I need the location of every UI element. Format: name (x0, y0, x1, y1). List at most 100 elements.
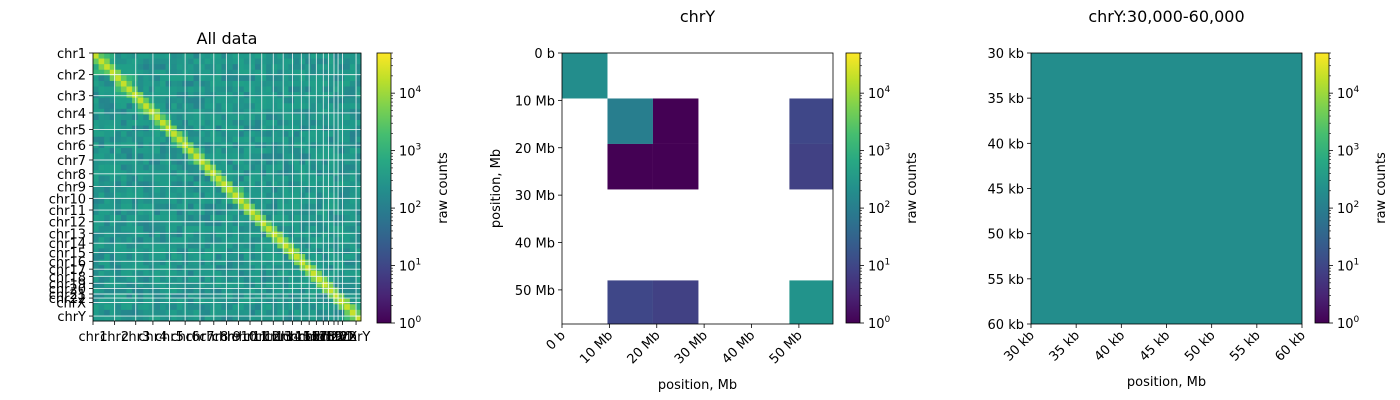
heatmap-cell (93, 53, 99, 59)
heatmap-cell (199, 287, 206, 294)
heatmap-cell (344, 97, 351, 104)
heatmap-cell (277, 170, 284, 177)
heatmap-cell (282, 170, 289, 177)
heatmap-cell (126, 181, 133, 188)
x-tick-label: 10 Mb (577, 328, 616, 367)
heatmap-cell (98, 287, 105, 294)
heatmap-cell (333, 293, 340, 300)
heatmap-cell (165, 131, 172, 138)
x-tick-label: chrY (342, 330, 371, 345)
heatmap-cell (243, 309, 250, 316)
heatmap-cell (271, 114, 278, 121)
heatmap-cell (316, 293, 323, 300)
x-tick-label: 60 kb (1272, 328, 1308, 364)
heatmap-cell (193, 198, 200, 205)
heatmap-cell (193, 97, 200, 104)
tick-exponent: 0 (416, 315, 422, 325)
y-tick-label: chr9 (57, 180, 86, 195)
heatmap-cell (310, 237, 317, 244)
heatmap-cell (232, 254, 239, 260)
heatmap-cell (137, 53, 144, 59)
heatmap-cell (148, 248, 155, 255)
heatmap-cell (321, 69, 328, 76)
heatmap-cell (126, 209, 133, 216)
heatmap-cell (171, 108, 178, 115)
heatmap-cell (176, 276, 183, 283)
heatmap-cell (165, 69, 172, 76)
heatmap-cell (210, 203, 217, 210)
heatmap-cell (260, 192, 267, 199)
heatmap-cell (243, 270, 250, 277)
heatmap-cell (199, 220, 206, 227)
heatmap-cell (321, 164, 328, 171)
heatmap-cell (321, 192, 328, 199)
heatmap-cell (299, 309, 306, 316)
heatmap-cell (349, 287, 356, 294)
x-tick-label: chr18 (298, 330, 335, 345)
heatmap-cell (221, 147, 228, 154)
heatmap-cell (210, 120, 217, 126)
heatmap-cell (271, 80, 278, 87)
heatmap-cell (266, 237, 273, 244)
heatmap-cell (132, 131, 139, 138)
heatmap-cell (227, 214, 233, 221)
heatmap-cell (227, 254, 233, 260)
heatmap-cell (305, 226, 312, 233)
heatmap-cell (338, 315, 345, 322)
heatmap-cell (165, 226, 172, 233)
y-tick-label: chr18 (49, 270, 86, 285)
heatmap-cell (299, 92, 306, 99)
x-tick-label: 55 kb (1227, 328, 1263, 364)
heatmap-cell (249, 103, 256, 110)
heatmap-cell (355, 259, 362, 266)
heatmap-cell (120, 265, 127, 272)
heatmap-cell (171, 309, 178, 316)
heatmap-cell (215, 181, 222, 188)
heatmap-cell (221, 108, 228, 115)
heatmap-cell (199, 120, 206, 126)
heatmap-cell (321, 97, 328, 104)
heatmap-cell (148, 231, 155, 238)
heatmap-cell (338, 248, 345, 255)
y-tick-label: 60 kb (988, 318, 1024, 333)
heatmap-cell (193, 265, 200, 272)
heatmap-cell (238, 69, 245, 76)
heatmap-cell (109, 92, 116, 99)
heatmap-cell (176, 287, 183, 294)
heatmap-cell (176, 181, 183, 188)
heatmap-cell (115, 64, 122, 71)
heatmap-cell (243, 80, 250, 87)
heatmap-cell (333, 86, 340, 93)
heatmap-cell (98, 315, 105, 322)
heatmap-cell (243, 108, 250, 115)
heatmap-cell (271, 315, 278, 322)
heatmap-cell (137, 192, 144, 199)
heatmap-cell (266, 97, 273, 104)
heatmap-cell (193, 293, 200, 300)
heatmap-cell (132, 214, 139, 221)
heatmap-cell (305, 75, 312, 82)
heatmap-cell (176, 58, 183, 65)
x-tick-label: 50 kb (1182, 328, 1218, 364)
heatmap-cell (204, 69, 211, 76)
heatmap-cell (120, 315, 127, 322)
heatmap-cell (154, 164, 161, 171)
heatmap-cell (160, 114, 166, 121)
heatmap-cell (165, 304, 172, 311)
heatmap-cell (93, 270, 99, 277)
heatmap-cell (221, 304, 228, 311)
heatmap-cell (98, 254, 105, 260)
heatmap-cell (221, 92, 228, 99)
y-tick-label: chr15 (49, 246, 86, 261)
heatmap-cell (215, 309, 222, 316)
heatmap-cell (143, 153, 150, 160)
heatmap-cell (115, 309, 122, 316)
heatmap-cell (249, 214, 256, 221)
heatmap-cell (204, 159, 211, 166)
heatmap-cell (238, 265, 245, 272)
heatmap-cell (199, 226, 206, 233)
heatmap-cell (355, 114, 362, 121)
heatmap-cell (266, 181, 273, 188)
heatmap-cell (355, 131, 362, 138)
